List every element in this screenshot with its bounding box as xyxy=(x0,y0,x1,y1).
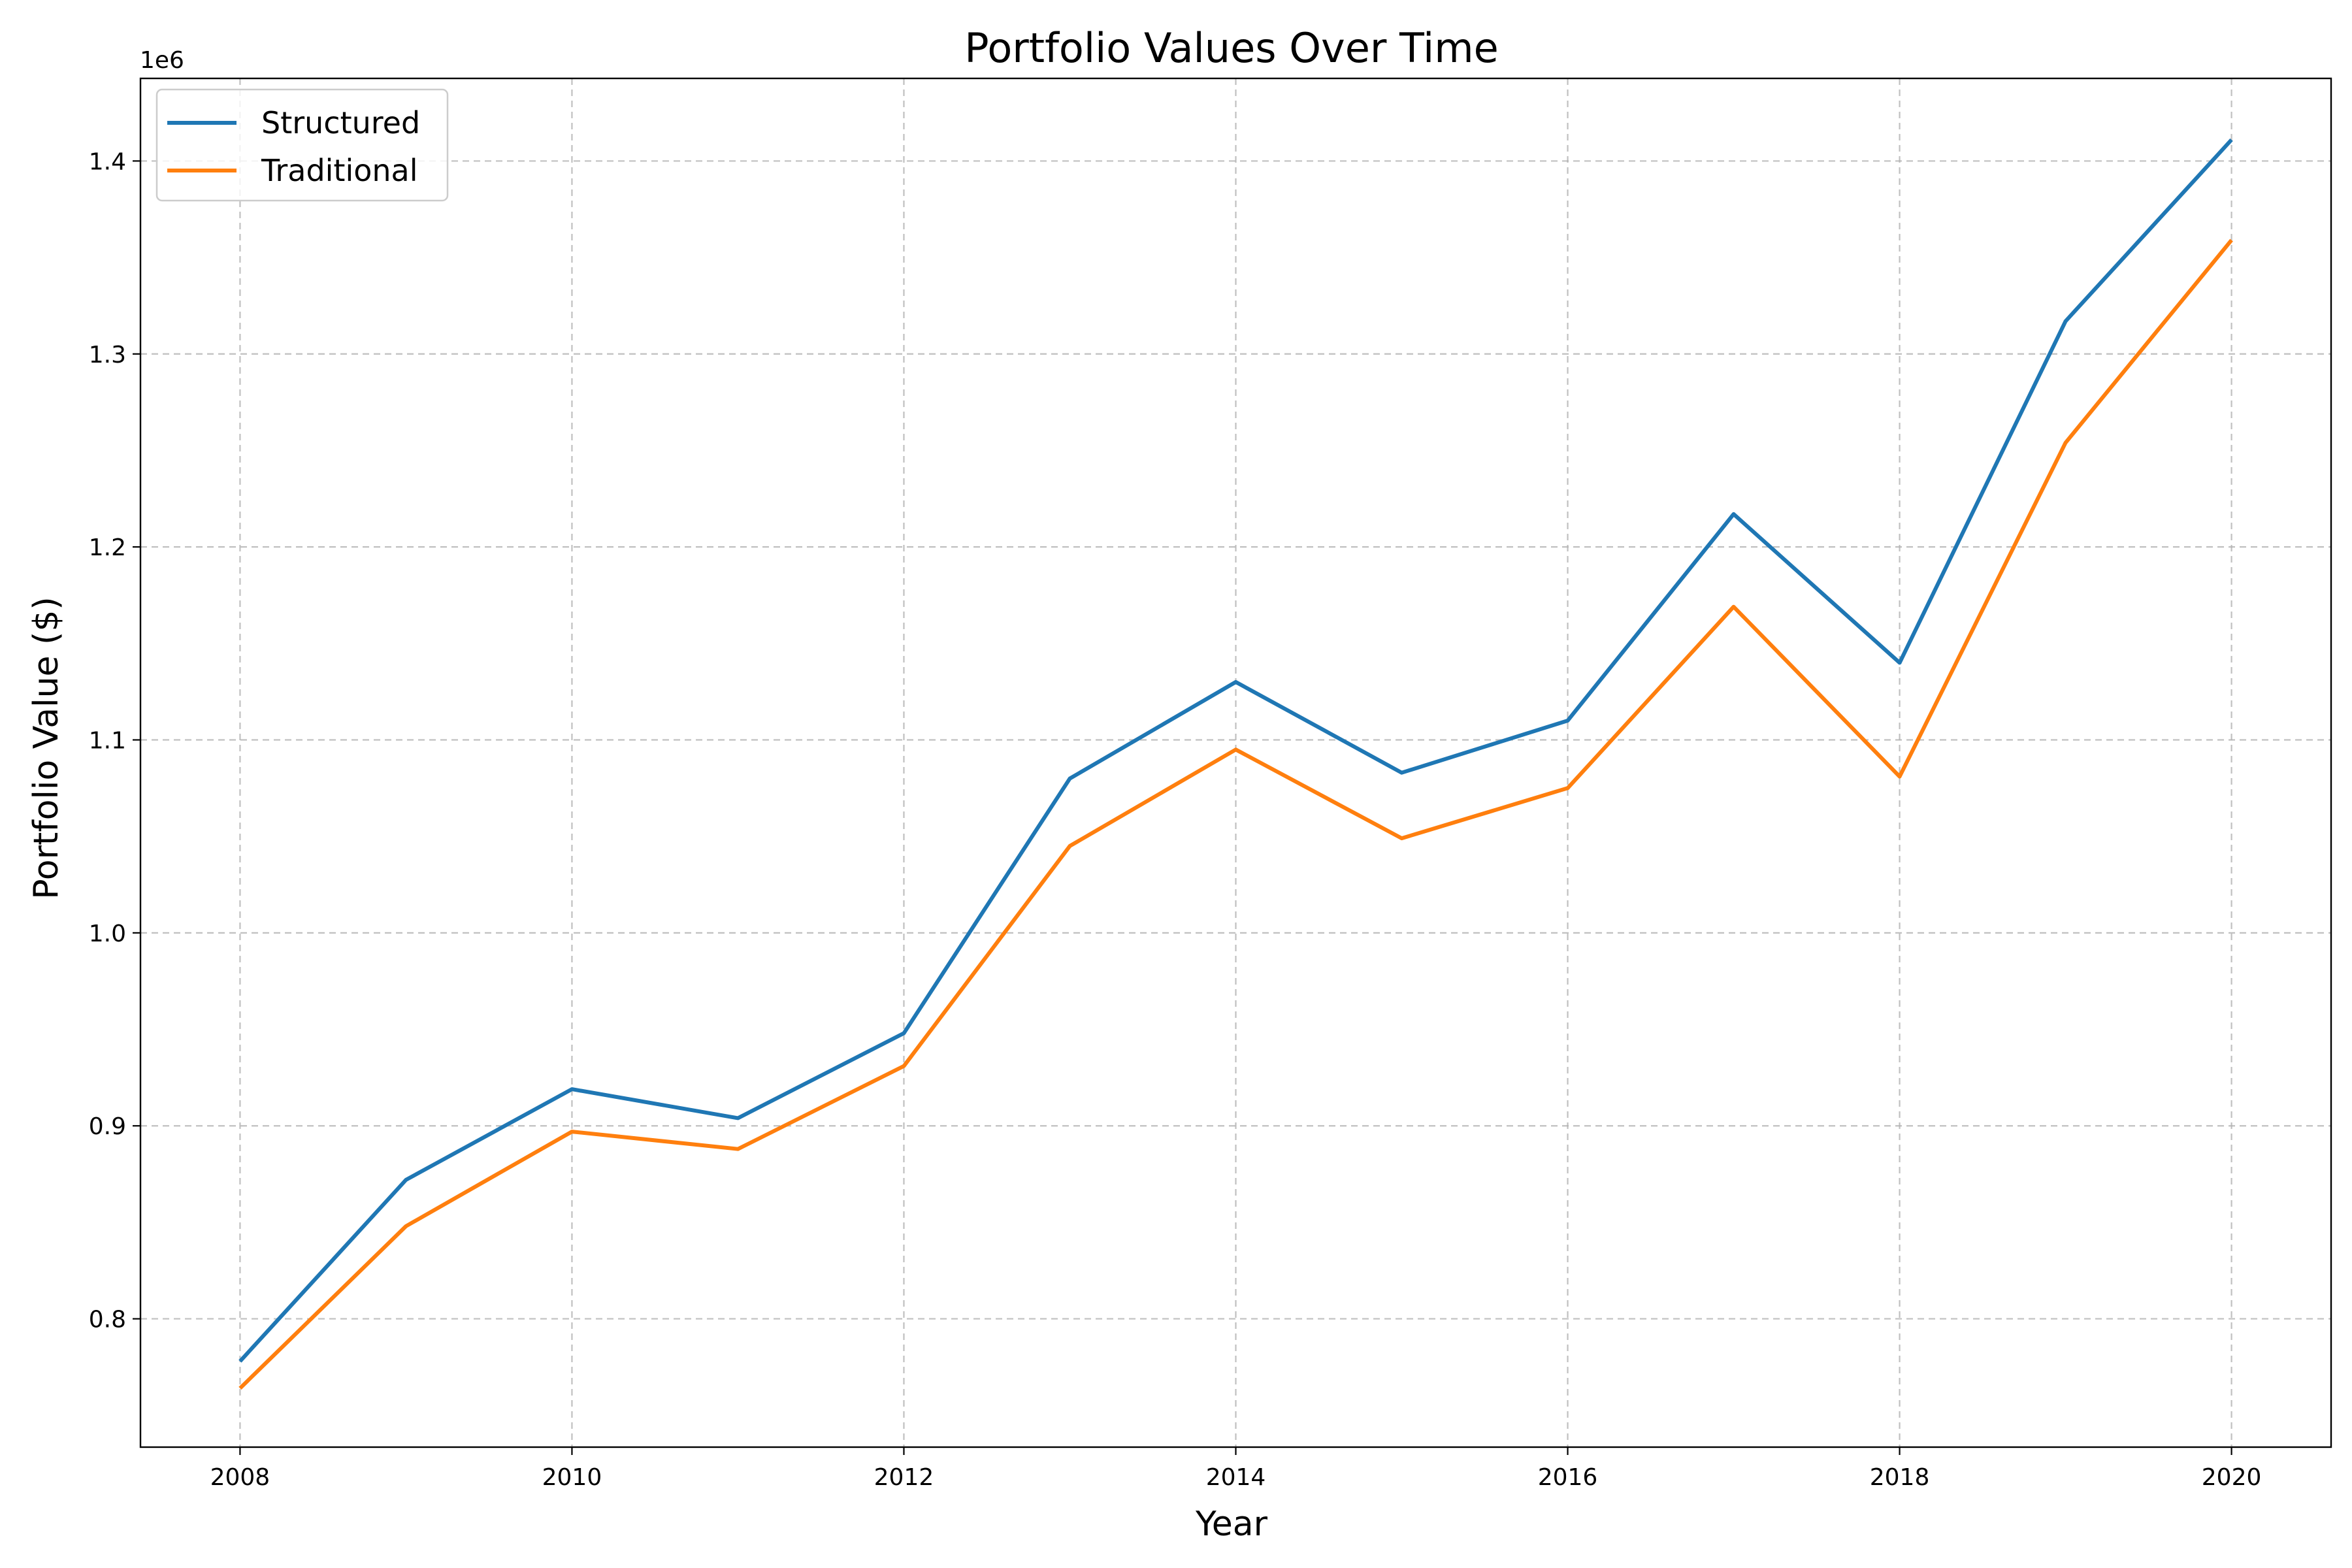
x-tick-label: 2016 xyxy=(1538,1464,1598,1491)
x-tick-label: 2008 xyxy=(210,1464,270,1491)
x-axis-ticks: 2008 2010 2012 2014 2016 2018 2020 xyxy=(210,1447,2262,1491)
y-tick-label: 1.2 xyxy=(89,534,126,561)
x-tick-label: 2020 xyxy=(2202,1464,2262,1491)
y-axis-offset-label: 1e6 xyxy=(140,47,184,74)
x-axis-label: Year xyxy=(1195,1505,1268,1544)
series-line-structured xyxy=(238,138,2233,1363)
y-tick-label: 1.0 xyxy=(89,921,126,947)
series-lines xyxy=(238,138,2233,1390)
x-tick-label: 2012 xyxy=(874,1464,934,1491)
x-tick-label: 2018 xyxy=(1870,1464,1930,1491)
chart-title: Portfolio Values Over Time xyxy=(964,24,1499,72)
y-tick-label: 1.4 xyxy=(89,148,126,175)
y-tick-label: 1.1 xyxy=(89,727,126,754)
x-tick-label: 2014 xyxy=(1206,1464,1266,1491)
legend: Structured Traditional xyxy=(155,88,449,202)
series-line-traditional xyxy=(238,238,2233,1390)
grid xyxy=(140,78,2331,1447)
y-tick-label: 0.9 xyxy=(89,1113,126,1140)
x-tick-label: 2010 xyxy=(542,1464,602,1491)
y-axis-ticks: 0.8 0.9 1.0 1.1 1.2 1.3 1.4 xyxy=(89,148,140,1333)
y-tick-label: 0.8 xyxy=(89,1307,126,1333)
legend-label-traditional: Traditional xyxy=(261,153,418,188)
y-axis-label: Portfolio Value ($) xyxy=(27,596,66,899)
y-tick-label: 1.3 xyxy=(89,342,126,368)
legend-label-structured: Structured xyxy=(261,105,420,140)
legend-box xyxy=(155,88,449,202)
